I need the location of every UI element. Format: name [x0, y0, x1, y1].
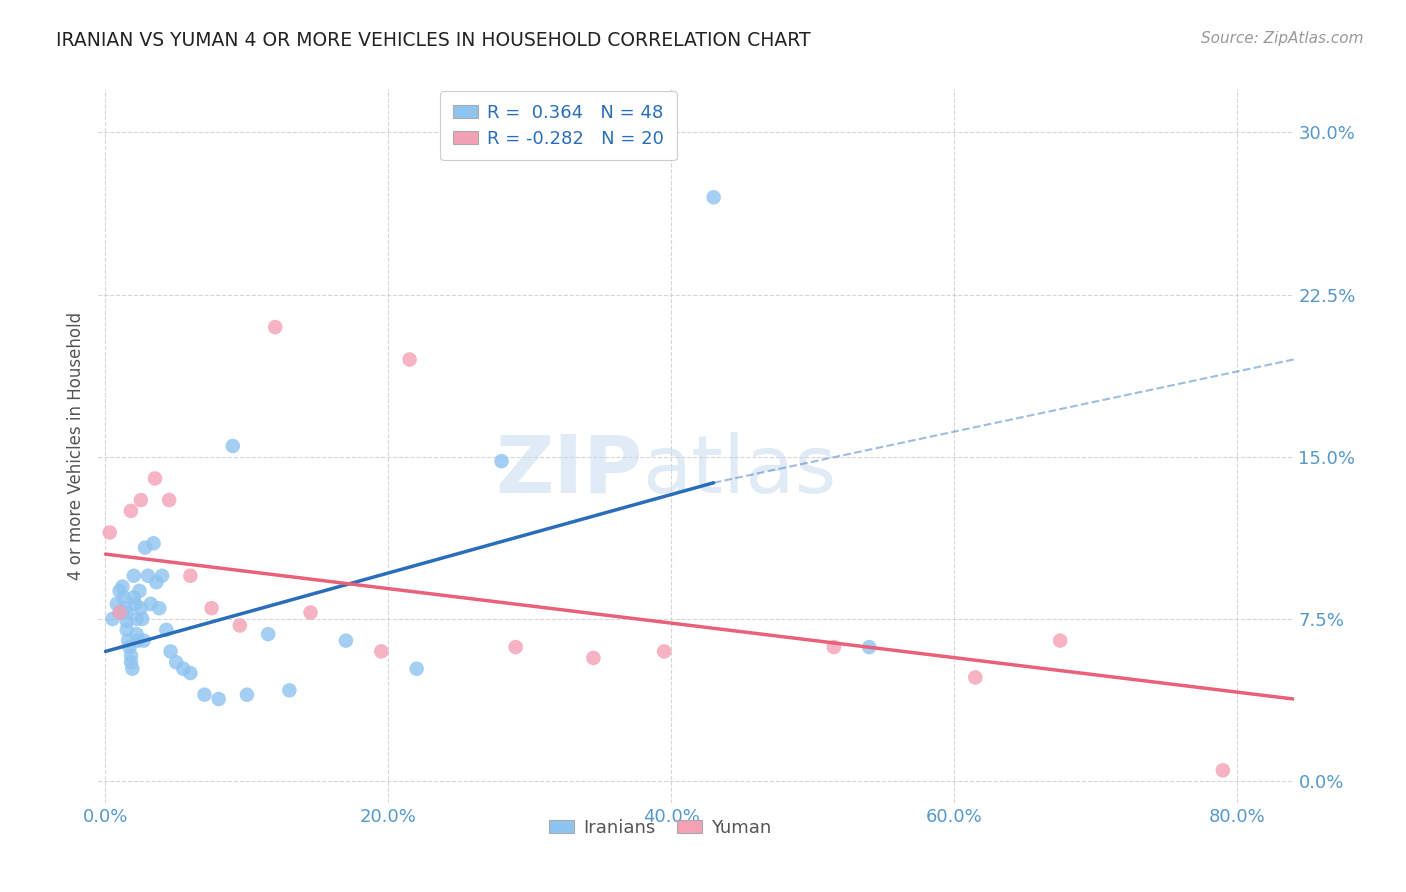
Point	[278, 683, 301, 698]
Point	[125, 627, 148, 641]
Point	[1049, 633, 1071, 648]
Point	[108, 606, 131, 620]
Text: IRANIAN VS YUMAN 4 OR MORE VEHICLES IN HOUSEHOLD CORRELATION CHART: IRANIAN VS YUMAN 4 OR MORE VEHICLES IN H…	[56, 31, 811, 50]
Point	[120, 655, 142, 669]
Point	[108, 583, 131, 598]
Point	[165, 655, 187, 669]
Point	[131, 612, 153, 626]
Point	[108, 606, 131, 620]
Point	[405, 662, 427, 676]
Point	[118, 640, 141, 654]
Legend: Iranians, Yuman: Iranians, Yuman	[541, 812, 779, 844]
Point	[145, 575, 167, 590]
Point	[222, 439, 245, 453]
Point	[370, 644, 392, 658]
Text: ZIP: ZIP	[495, 432, 643, 510]
Point	[128, 583, 150, 598]
Point	[136, 568, 159, 582]
Point	[122, 568, 145, 582]
Point	[114, 601, 136, 615]
Point	[115, 606, 138, 620]
Point	[120, 648, 142, 663]
Y-axis label: 4 or more Vehicles in Household: 4 or more Vehicles in Household	[66, 312, 84, 580]
Point	[115, 614, 138, 628]
Point	[117, 633, 139, 648]
Point	[193, 688, 215, 702]
Point	[132, 633, 155, 648]
Point	[236, 688, 259, 702]
Point	[105, 597, 128, 611]
Point	[965, 670, 987, 684]
Point	[122, 591, 145, 605]
Point	[398, 352, 420, 367]
Point	[120, 504, 142, 518]
Point	[299, 606, 322, 620]
Text: atlas: atlas	[643, 432, 837, 510]
Point	[111, 580, 134, 594]
Point	[129, 601, 152, 615]
Point	[257, 627, 280, 641]
Point	[159, 644, 181, 658]
Point	[179, 666, 201, 681]
Point	[505, 640, 527, 654]
Point	[124, 597, 146, 611]
Point	[491, 454, 513, 468]
Point	[134, 541, 156, 555]
Point	[703, 190, 725, 204]
Point	[200, 601, 222, 615]
Point	[127, 633, 149, 648]
Point	[121, 662, 143, 676]
Point	[858, 640, 880, 654]
Point	[112, 591, 135, 605]
Point	[143, 471, 166, 485]
Point	[229, 618, 252, 632]
Point	[155, 623, 177, 637]
Point	[172, 662, 194, 676]
Point	[1212, 764, 1234, 778]
Point	[582, 651, 605, 665]
Point	[208, 692, 231, 706]
Point	[142, 536, 165, 550]
Point	[652, 644, 675, 658]
Point	[98, 525, 121, 540]
Point	[335, 633, 357, 648]
Point	[115, 623, 138, 637]
Point	[823, 640, 845, 654]
Point	[150, 568, 173, 582]
Text: Source: ZipAtlas.com: Source: ZipAtlas.com	[1201, 31, 1364, 46]
Point	[148, 601, 170, 615]
Point	[129, 493, 152, 508]
Point	[179, 568, 201, 582]
Point	[264, 320, 287, 334]
Point	[125, 612, 148, 626]
Point	[101, 612, 124, 626]
Point	[157, 493, 180, 508]
Point	[139, 597, 162, 611]
